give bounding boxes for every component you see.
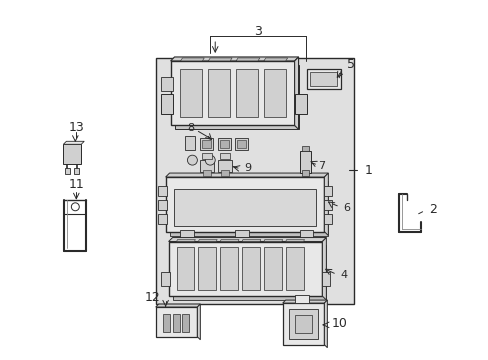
Bar <box>163 314 169 332</box>
Bar <box>242 247 259 290</box>
Bar <box>235 138 247 150</box>
Bar <box>63 144 81 164</box>
Bar <box>157 186 166 196</box>
Circle shape <box>71 203 79 211</box>
Bar <box>264 247 281 290</box>
Bar <box>198 247 216 290</box>
Text: 8: 8 <box>186 123 194 134</box>
Bar <box>170 61 294 125</box>
Bar <box>161 272 169 286</box>
Bar <box>221 170 229 176</box>
Bar <box>285 247 303 290</box>
Bar <box>301 146 309 151</box>
Text: 13: 13 <box>68 121 84 134</box>
Polygon shape <box>220 239 239 242</box>
Bar <box>74 168 79 174</box>
Bar <box>172 246 325 300</box>
Polygon shape <box>324 173 327 235</box>
Bar <box>155 307 197 337</box>
Bar <box>202 140 211 148</box>
Bar <box>306 69 341 89</box>
Text: 12: 12 <box>144 291 160 303</box>
Polygon shape <box>63 141 84 144</box>
Polygon shape <box>155 304 200 307</box>
Bar <box>172 314 179 332</box>
Bar <box>155 58 353 304</box>
Circle shape <box>187 155 197 165</box>
Bar <box>203 170 211 176</box>
Text: 5: 5 <box>346 58 354 71</box>
Bar <box>324 214 332 224</box>
Polygon shape <box>236 58 259 61</box>
Polygon shape <box>208 58 232 61</box>
Text: 10: 10 <box>331 318 346 330</box>
Bar <box>324 200 332 210</box>
Bar <box>299 230 313 239</box>
Bar <box>174 65 298 129</box>
Bar <box>294 295 308 303</box>
Polygon shape <box>165 173 327 177</box>
Text: 2: 2 <box>429 203 437 216</box>
Polygon shape <box>324 300 326 348</box>
Bar <box>322 272 330 286</box>
Bar <box>324 186 332 196</box>
Bar <box>264 69 285 117</box>
Text: 9: 9 <box>244 163 251 173</box>
Polygon shape <box>282 300 326 303</box>
Bar <box>161 94 172 113</box>
Polygon shape <box>294 57 298 129</box>
Bar <box>173 189 316 226</box>
Polygon shape <box>242 239 260 242</box>
Bar <box>185 136 195 150</box>
Bar <box>236 69 257 117</box>
Bar <box>168 242 322 296</box>
Bar <box>165 177 324 231</box>
Text: 6: 6 <box>343 203 350 213</box>
Polygon shape <box>285 239 304 242</box>
Bar <box>220 140 229 148</box>
Bar <box>180 230 194 239</box>
Polygon shape <box>264 58 287 61</box>
Bar <box>299 151 311 173</box>
Bar <box>220 153 230 159</box>
Polygon shape <box>197 304 200 340</box>
Polygon shape <box>322 238 325 300</box>
Polygon shape <box>168 238 325 242</box>
Bar <box>182 314 189 332</box>
Bar <box>161 77 172 91</box>
Bar <box>310 72 337 86</box>
Polygon shape <box>198 239 217 242</box>
Bar <box>169 181 327 235</box>
Bar <box>235 230 248 239</box>
Bar <box>237 140 245 148</box>
Polygon shape <box>176 239 195 242</box>
Bar <box>200 138 213 150</box>
Bar <box>294 94 306 113</box>
Circle shape <box>205 155 215 165</box>
Polygon shape <box>264 239 282 242</box>
Bar <box>180 69 202 117</box>
Bar <box>218 138 231 150</box>
Text: 3: 3 <box>253 24 261 38</box>
Bar <box>220 247 238 290</box>
Polygon shape <box>170 57 298 61</box>
Bar <box>301 170 309 176</box>
Text: 7: 7 <box>317 161 325 171</box>
Bar <box>202 153 212 159</box>
Polygon shape <box>180 58 204 61</box>
Bar <box>176 247 194 290</box>
Bar <box>294 315 312 333</box>
Bar <box>218 160 232 172</box>
Bar <box>208 69 230 117</box>
Bar <box>157 200 166 210</box>
Bar <box>157 214 166 224</box>
Bar <box>65 168 70 174</box>
Text: 1: 1 <box>365 163 372 176</box>
Text: 4: 4 <box>340 270 347 280</box>
Bar <box>200 160 214 172</box>
Bar <box>282 303 324 345</box>
Bar <box>288 309 318 339</box>
Text: 11: 11 <box>68 179 84 192</box>
